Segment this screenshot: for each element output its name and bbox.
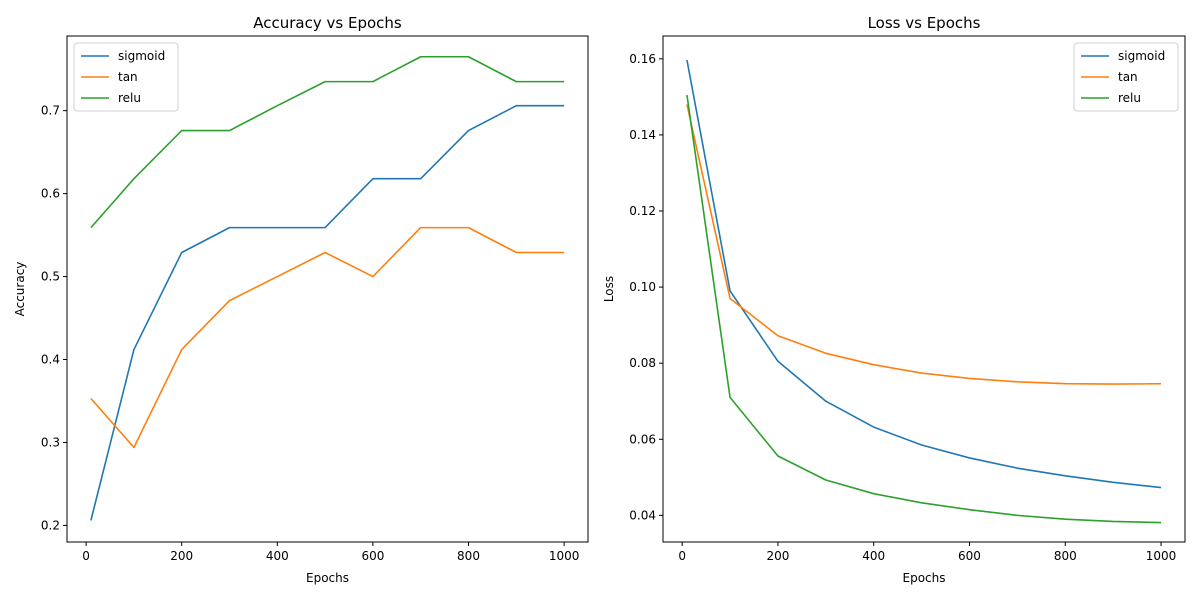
y-tick-label: 0.12 [629,204,656,218]
y-tick-label: 0.7 [41,104,60,118]
x-axis-label: Epochs [306,571,349,585]
legend-box [73,42,179,112]
y-axis-label: Accuracy [13,262,27,317]
x-tick-label: 400 [862,549,885,563]
y-tick-label: 0.4 [41,353,60,367]
x-tick-label: 400 [266,549,289,563]
axes-frame [662,35,1186,543]
x-tick-label: 1000 [549,549,580,563]
y-tick-label: 0.08 [629,356,656,370]
series-line-sigmoid [90,104,565,521]
legend-box [1073,42,1179,112]
chart-panel-0: Accuracy vs Epochs 0 200 400 600 800 1000 0.2 0.… [13,14,589,585]
series-line-tan [90,226,565,449]
y-axis-label: Loss [602,276,616,302]
legend: sigmoid tan relu [73,42,179,112]
legend-label-relu: relu [118,91,141,105]
x-tick-label: 800 [1054,549,1077,563]
legend-label-sigmoid: sigmoid [118,49,165,63]
chart-title: Accuracy vs Epochs [253,14,402,32]
chart-panel-1: Loss vs Epochs 0 200 400 600 800 1000 0.04 0.06 0… [602,14,1186,585]
x-axis-label: Epochs [903,571,946,585]
x-tick-label: 200 [170,549,193,563]
x-tick-label: 0 [82,549,90,563]
chart-title: Loss vs Epochs [868,14,981,32]
y-tick-label: 0.5 [41,270,60,284]
x-tick-label: 600 [958,549,981,563]
y-tick-label: 0.6 [41,187,60,201]
series-line-sigmoid [686,59,1162,489]
y-tick-label: 0.06 [629,432,656,446]
series-line-relu [90,55,565,229]
legend-label-relu: relu [1118,91,1141,105]
series-line-tan [686,104,1162,385]
x-tick-label: 0 [678,549,686,563]
x-tick-label: 800 [457,549,480,563]
y-tick-label: 0.2 [41,518,60,532]
legend-label-sigmoid: sigmoid [1118,49,1165,63]
y-tick-label: 0.3 [41,435,60,449]
y-tick-label: 0.04 [629,508,656,522]
series-line-relu [686,94,1162,524]
y-tick-label: 0.14 [629,128,656,142]
x-tick-label: 200 [766,549,789,563]
y-tick-label: 0.16 [629,52,656,66]
legend: sigmoid tan relu [1073,42,1179,112]
legend-label-tan: tan [1118,70,1138,84]
y-tick-label: 0.10 [629,280,656,294]
x-tick-label: 1000 [1146,549,1177,563]
legend-label-tan: tan [118,70,138,84]
x-tick-label: 600 [361,549,384,563]
axes-frame [66,35,589,543]
